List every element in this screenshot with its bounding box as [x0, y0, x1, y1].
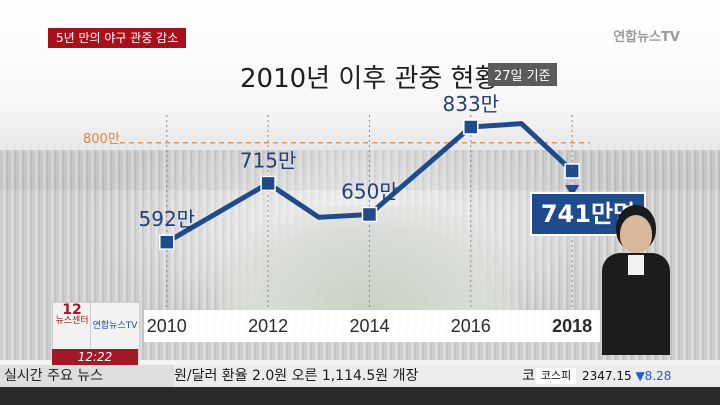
kospi-label: 코스피	[536, 368, 576, 384]
data-point-2018	[564, 163, 580, 179]
x-tick-label-2012: 2012	[248, 316, 288, 336]
x-tick-label-2016: 2016	[451, 316, 491, 336]
kospi-change: ▼8.28	[635, 369, 672, 383]
x-tick-label-2014: 2014	[349, 316, 389, 336]
x-tick-label-2018: 2018	[552, 316, 592, 336]
sign-language-interpreter	[600, 215, 672, 355]
news-center-number: 12	[62, 302, 82, 318]
data-label-2012: 715만	[240, 148, 297, 172]
news-logo: 연합뉴스TV	[90, 302, 140, 350]
data-point-2014	[361, 206, 378, 223]
channel-logo: 연합뉴스TV	[613, 30, 680, 45]
topic-tag: 5년 만의 야구 관중 감소	[48, 28, 187, 48]
date-badge: 27일 기준	[488, 63, 557, 86]
kospi-value: 2347.15	[582, 369, 632, 383]
x-axis-band	[144, 310, 600, 342]
interpreter-shirt	[628, 255, 644, 275]
data-label-2010: 592만	[139, 207, 196, 231]
x-tick-label-2010: 2010	[147, 316, 187, 336]
callout-pointer	[565, 184, 580, 197]
bottom-strip	[0, 387, 720, 405]
data-label-2016: 833만	[443, 92, 500, 116]
chart-title: 2010년 이후 관중 현황	[240, 64, 499, 94]
interpreter-head	[620, 215, 652, 253]
ticker-headline: 원/달러 환율 2.0원 오른 1,114.5원 개장	[174, 368, 419, 384]
ticker-next-headline: 코	[522, 368, 535, 384]
reference-line-label: 800만	[83, 132, 120, 147]
baseball-field-background	[220, 205, 520, 310]
data-label-2014: 650만	[341, 179, 398, 203]
ticker-label: 실시간 주요 뉴스	[0, 365, 174, 387]
kospi-readout: 2347.15 ▼8.28	[582, 365, 671, 387]
data-point-2016	[463, 119, 479, 135]
data-point-2010	[159, 234, 175, 250]
news-center-text: 뉴스센터	[55, 316, 89, 326]
clock: 12:22	[52, 349, 138, 365]
news-center-badge: 12 뉴스센터	[52, 302, 92, 352]
data-point-2012	[260, 175, 276, 192]
